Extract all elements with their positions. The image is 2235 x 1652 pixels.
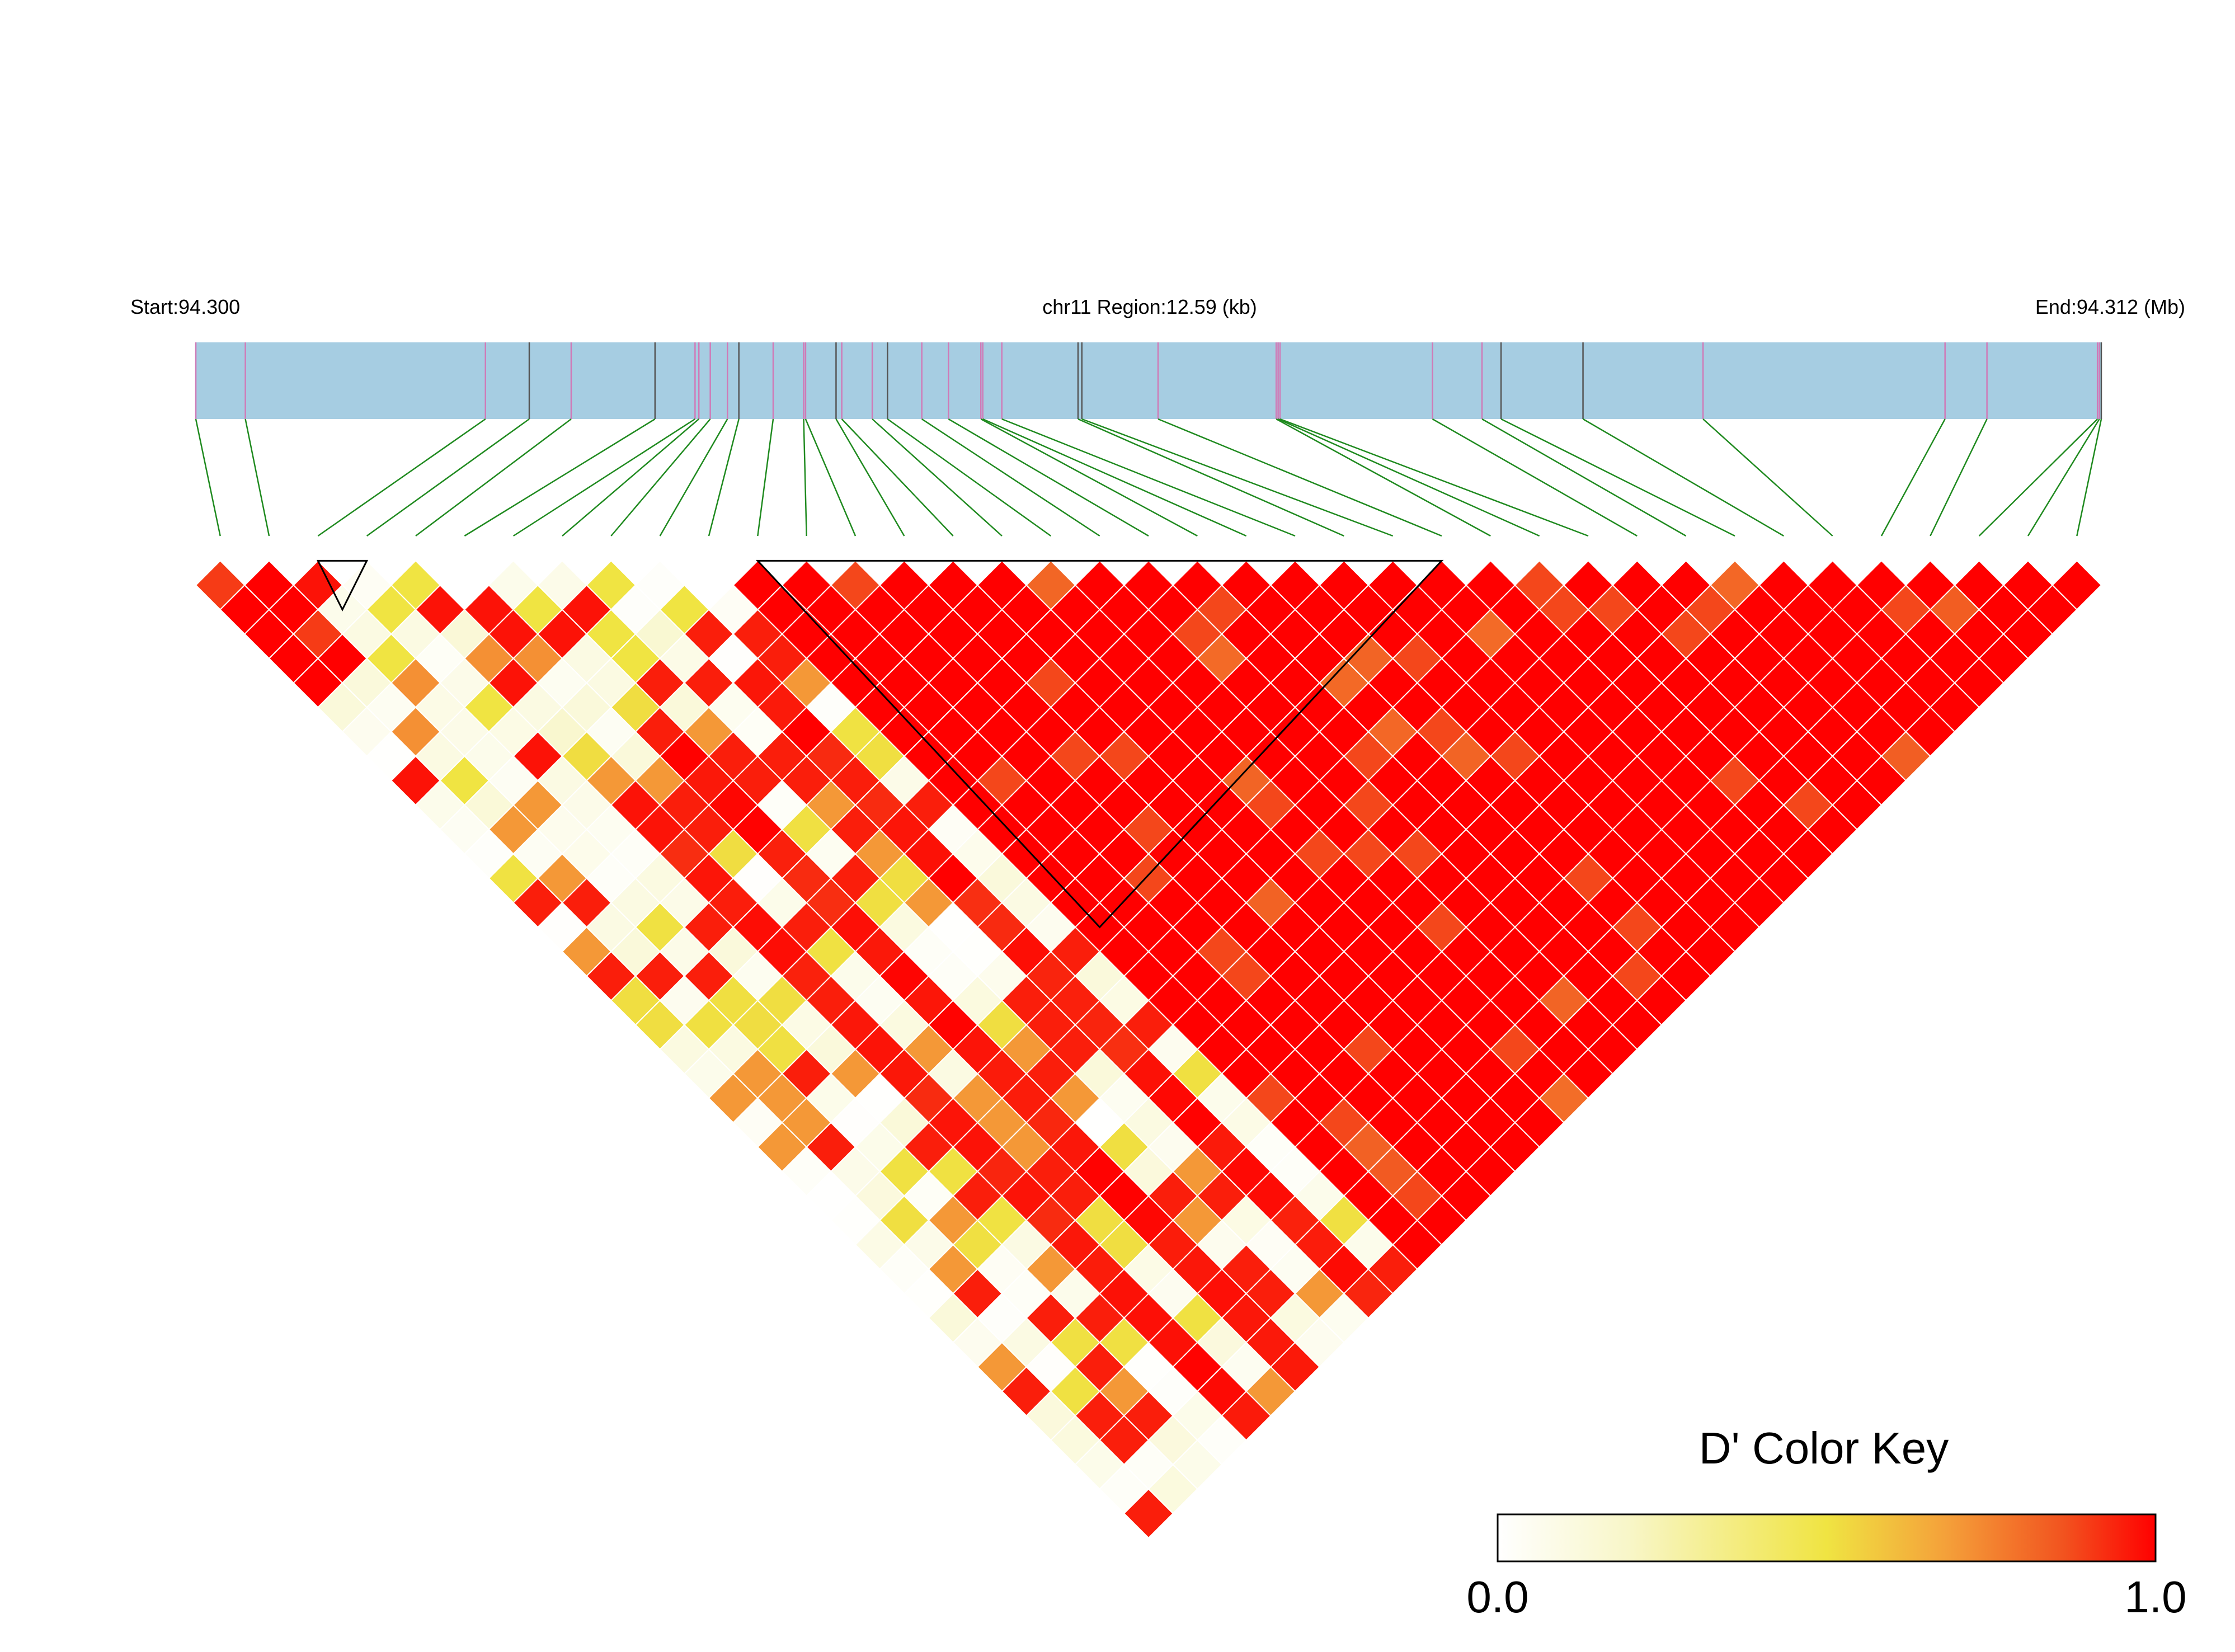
snp-connector bbox=[1081, 418, 1394, 537]
snp-connector bbox=[1279, 418, 1589, 537]
snp-connector bbox=[708, 418, 740, 536]
snp-connector bbox=[1077, 418, 1344, 537]
snp-connector bbox=[562, 418, 699, 536]
snp-connector bbox=[982, 418, 1247, 537]
snp-connector bbox=[195, 418, 221, 536]
ld-block-outline bbox=[755, 559, 1444, 929]
snp-connector bbox=[1001, 418, 1296, 537]
snp-connector bbox=[1481, 418, 1687, 537]
region-end-label: End:94.312 (Mb) bbox=[2035, 295, 2185, 318]
snp-connector bbox=[366, 418, 530, 537]
gene-track bbox=[196, 342, 2101, 419]
ld-block-outlines bbox=[316, 559, 1444, 929]
snp-connector bbox=[803, 418, 807, 536]
snp-position-ticks bbox=[195, 342, 2102, 419]
region-title: chr11 Region:12.59 (kb) bbox=[1042, 295, 1257, 318]
region-start-label: Start:94.300 bbox=[130, 295, 240, 318]
snp-connector bbox=[659, 418, 728, 536]
snp-connector bbox=[512, 418, 696, 537]
legend-max-label: 1.0 bbox=[2124, 1572, 2186, 1622]
ld-cell bbox=[2052, 559, 2102, 611]
snp-connector bbox=[244, 418, 270, 536]
ld-heatmap bbox=[195, 559, 2102, 1539]
snp-connector bbox=[872, 418, 1003, 536]
snp-connector-lines bbox=[195, 418, 2102, 537]
snp-connector bbox=[1276, 418, 1491, 537]
snp-connector bbox=[415, 418, 572, 536]
snp-connector bbox=[1158, 418, 1442, 537]
snp-connector bbox=[980, 418, 1198, 537]
snp-connector bbox=[1582, 418, 1784, 537]
snp-connector bbox=[464, 418, 656, 537]
snp-connector bbox=[2027, 418, 2100, 536]
snp-connector bbox=[887, 418, 1052, 537]
snp-connector bbox=[804, 418, 857, 536]
snp-connector bbox=[948, 418, 1149, 537]
snp-connector bbox=[835, 418, 905, 536]
snp-connector bbox=[1930, 418, 1988, 536]
snp-connector bbox=[1500, 418, 1735, 537]
legend-min-label: 0.0 bbox=[1466, 1572, 1528, 1622]
snp-connector bbox=[1278, 418, 1540, 537]
snp-connector bbox=[1978, 418, 2098, 536]
snp-connector bbox=[1432, 418, 1638, 537]
snp-connector bbox=[757, 418, 774, 536]
snp-connector bbox=[2076, 418, 2102, 536]
snp-connector bbox=[921, 418, 1100, 537]
ld-block-outline bbox=[316, 559, 369, 612]
snp-connector bbox=[1880, 418, 1946, 536]
snp-connector bbox=[1702, 418, 1833, 536]
snp-connector bbox=[841, 418, 954, 536]
snp-connector bbox=[317, 418, 486, 537]
legend-title: D' Color Key bbox=[1699, 1423, 1949, 1473]
legend-color-bar bbox=[1497, 1513, 2157, 1562]
snp-connector bbox=[610, 418, 711, 536]
